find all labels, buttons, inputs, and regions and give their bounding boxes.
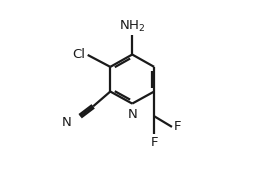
- Text: Cl: Cl: [72, 48, 86, 61]
- Text: N: N: [61, 116, 71, 129]
- Text: F: F: [174, 120, 181, 133]
- Text: F: F: [150, 136, 158, 149]
- Text: NH$_2$: NH$_2$: [119, 19, 146, 34]
- Text: N: N: [127, 108, 137, 121]
